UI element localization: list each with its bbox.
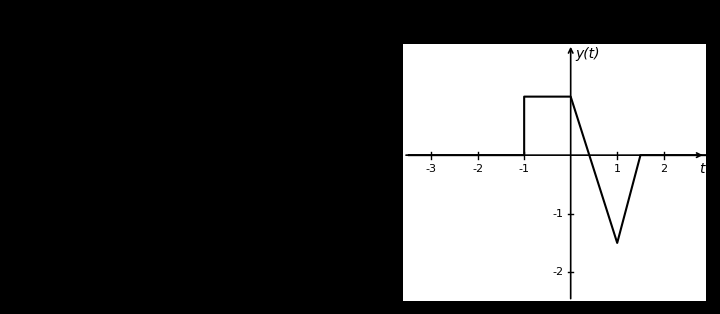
Text: -1: -1	[518, 164, 530, 174]
Text: -2: -2	[472, 164, 483, 174]
Text: If y(t)=x(2t-1): If y(t)=x(2t-1)	[40, 130, 155, 144]
Text: Ii)find and draw x(t): Ii)find and draw x(t)	[20, 255, 158, 268]
Text: i) Find and draw  the odd component of y(t): i) Find and draw the odd component of y(…	[20, 184, 324, 198]
Text: -2: -2	[552, 267, 564, 277]
Text: -3: -3	[426, 164, 436, 174]
Text: 2: 2	[660, 164, 667, 174]
Text: t: t	[699, 162, 705, 176]
Text: Q1)    Given the signal y(t) as below ,: Q1) Given the signal y(t) as below ,	[20, 66, 312, 79]
Text: 1: 1	[613, 164, 621, 174]
Text: -1: -1	[553, 209, 564, 219]
Text: y(t): y(t)	[575, 47, 600, 61]
